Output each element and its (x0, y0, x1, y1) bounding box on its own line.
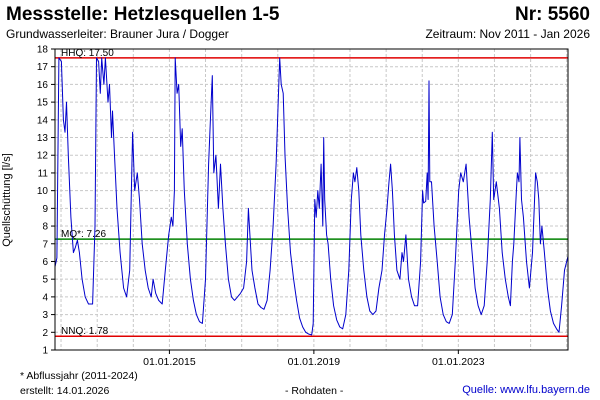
reference-line-label: MQ*: 7.26 (61, 229, 106, 240)
y-tick-label: 9 (42, 204, 48, 215)
y-tick-label: 10 (37, 186, 49, 197)
y-tick-label: 11 (38, 168, 49, 179)
y-tick-label: 17 (37, 62, 49, 73)
y-tick-label: 14 (37, 115, 49, 126)
y-tick-label: 5 (42, 275, 48, 286)
y-tick-label: 4 (42, 292, 48, 303)
label-layer: HHQ: 17.50 MQ*: 7.26 NNQ: 1.78 (61, 48, 114, 337)
plot-background (55, 49, 568, 350)
y-tick-label: 3 (42, 310, 48, 321)
y-tick-label: 8 (42, 222, 48, 233)
series-line (54, 57, 569, 336)
station-number: Nr: 5560 (515, 4, 590, 25)
series-layer (54, 57, 569, 336)
reference-line-label: HHQ: 17.50 (61, 48, 114, 59)
y-tick-label: 15 (37, 98, 49, 109)
y-tick-label: 6 (42, 257, 48, 268)
aquifer-label: Grundwasserleiter: Brauner Jura / Dogger (6, 27, 229, 41)
page-title: Messstelle: Hetzlesquellen 1-5 (6, 4, 280, 25)
y-axis-label: Quellschüttung [l/s] (1, 153, 13, 247)
grid-layer (55, 48, 568, 350)
created-date: erstellt: 14.01.2026 (20, 385, 110, 397)
footnote: * Abflussjahr (2011-2024) (20, 370, 138, 382)
source-link[interactable]: Quelle: www.lfu.bayern.de (462, 384, 590, 396)
x-tick-label: 01.01.2015 (143, 356, 196, 368)
raw-data-note: - Rohdaten - (285, 385, 344, 397)
y-tick-label: 18 (37, 45, 49, 56)
reference-line-label: NNQ: 1.78 (61, 326, 109, 337)
y-tick-label: 13 (37, 133, 49, 144)
reference-lines (55, 57, 568, 337)
y-tick-label: 12 (37, 151, 49, 162)
period-label: Zeitraum: Nov 2011 - Jan 2026 (425, 27, 590, 41)
y-tick-label: 2 (42, 328, 48, 339)
x-tick-label: 01.01.2019 (288, 356, 341, 368)
y-tick-label: 16 (37, 80, 49, 91)
y-tick-label: 1 (42, 346, 48, 357)
plot-frame (54, 48, 569, 351)
x-tick-label: 01.01.2023 (432, 356, 485, 368)
y-tick-label: 7 (42, 239, 48, 250)
